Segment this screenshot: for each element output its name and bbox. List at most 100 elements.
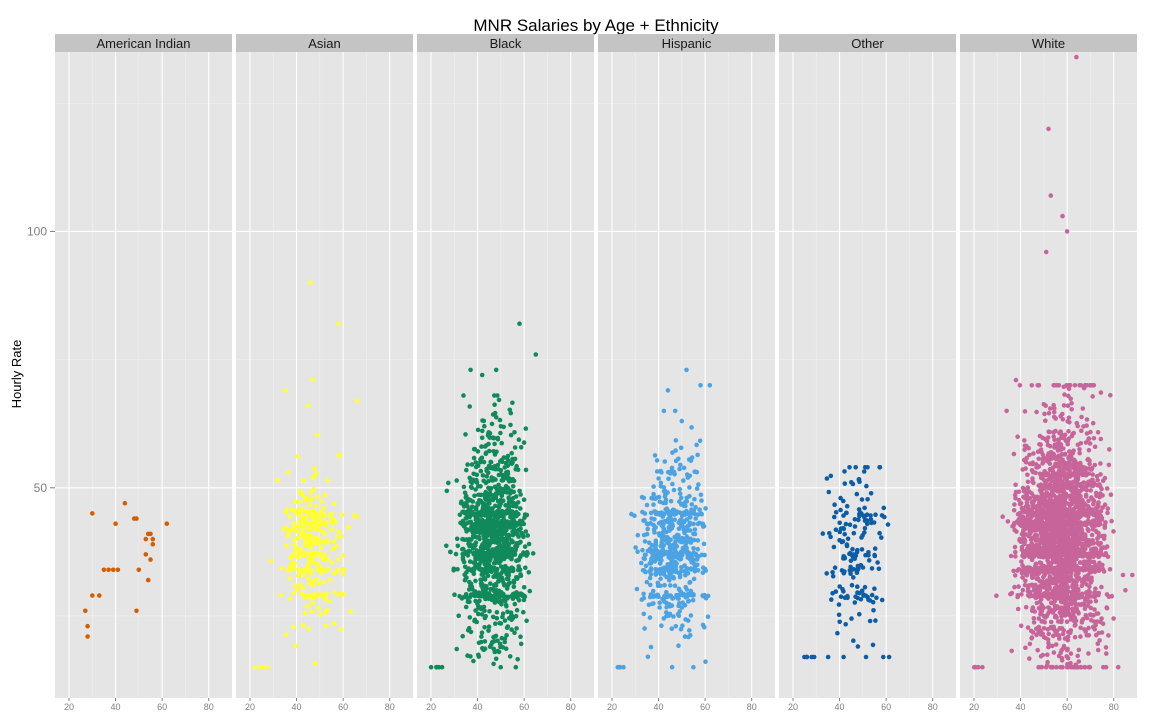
data-point	[1035, 465, 1040, 470]
data-point	[681, 527, 686, 532]
data-point	[1059, 605, 1064, 611]
data-point	[493, 528, 499, 533]
data-point	[877, 530, 882, 536]
data-point	[1013, 554, 1018, 559]
data-point	[514, 607, 520, 613]
data-point	[677, 609, 682, 614]
data-point	[649, 495, 654, 501]
data-point	[1104, 544, 1110, 549]
data-point	[487, 644, 493, 649]
data-point	[1052, 383, 1057, 388]
data-point	[486, 478, 491, 484]
data-point	[1052, 599, 1057, 604]
data-point	[336, 529, 341, 535]
data-point	[1068, 664, 1074, 670]
data-point	[473, 578, 478, 584]
data-point	[1100, 545, 1106, 551]
data-point	[308, 544, 313, 549]
data-point	[314, 576, 320, 582]
data-point	[319, 512, 325, 517]
data-point	[494, 551, 500, 557]
data-point	[503, 569, 508, 574]
data-point	[1043, 418, 1048, 424]
data-point	[1070, 617, 1076, 622]
data-point	[511, 578, 517, 584]
data-point	[499, 575, 505, 581]
data-point	[1033, 528, 1039, 533]
data-point	[669, 465, 675, 471]
data-point	[688, 588, 694, 594]
data-point	[477, 561, 482, 567]
data-point	[295, 454, 300, 459]
data-point	[1073, 497, 1079, 503]
data-point	[492, 510, 497, 516]
data-point	[1076, 647, 1082, 653]
data-point	[336, 321, 341, 327]
data-point	[854, 570, 860, 575]
x-tick-label: 40	[835, 702, 845, 712]
data-point	[1055, 463, 1060, 469]
data-point	[1087, 664, 1093, 670]
data-point	[455, 543, 461, 549]
data-point	[462, 522, 468, 527]
data-point	[671, 574, 676, 580]
data-point	[649, 543, 655, 548]
data-point	[1105, 506, 1111, 511]
data-point	[502, 536, 507, 542]
data-point	[868, 513, 873, 518]
data-point	[1056, 531, 1061, 536]
data-point	[494, 610, 500, 615]
data-point	[293, 510, 298, 516]
data-point	[672, 517, 677, 523]
data-point	[509, 617, 514, 623]
data-point	[665, 490, 670, 495]
data-point	[1045, 549, 1051, 555]
data-point	[313, 503, 319, 509]
data-point	[470, 499, 476, 504]
data-point	[483, 613, 489, 619]
data-point	[486, 624, 492, 629]
data-point	[1061, 384, 1067, 390]
data-point	[1100, 478, 1106, 484]
data-point	[1074, 517, 1080, 523]
data-point	[1095, 430, 1101, 435]
data-point	[691, 664, 696, 670]
data-point	[506, 576, 511, 582]
data-point	[500, 512, 506, 517]
data-point	[332, 501, 337, 506]
data-point	[97, 593, 102, 598]
data-point	[672, 583, 678, 588]
data-point	[1029, 573, 1035, 578]
data-point	[639, 560, 644, 566]
data-point	[464, 550, 469, 555]
data-point	[327, 577, 333, 583]
data-point	[317, 592, 323, 597]
data-point	[842, 481, 848, 486]
data-point	[1054, 526, 1060, 532]
data-point	[136, 567, 142, 573]
data-point	[300, 529, 305, 534]
data-point	[336, 567, 342, 572]
data-point	[1031, 512, 1036, 518]
data-point	[1098, 619, 1103, 625]
data-point	[456, 613, 462, 619]
data-point	[844, 510, 849, 516]
data-point	[1031, 480, 1036, 486]
data-point	[831, 544, 837, 550]
data-point	[297, 546, 303, 552]
data-point	[1016, 497, 1022, 503]
data-point	[341, 566, 347, 572]
data-point	[471, 531, 477, 536]
data-point	[284, 543, 289, 548]
data-point	[1054, 587, 1060, 592]
x-tick-label: 80	[566, 702, 576, 712]
data-point	[512, 630, 517, 635]
data-point	[1106, 633, 1111, 638]
data-point	[1079, 601, 1085, 607]
data-point	[1045, 637, 1051, 642]
data-point	[308, 280, 313, 286]
data-point	[469, 584, 475, 590]
data-point	[483, 519, 489, 524]
